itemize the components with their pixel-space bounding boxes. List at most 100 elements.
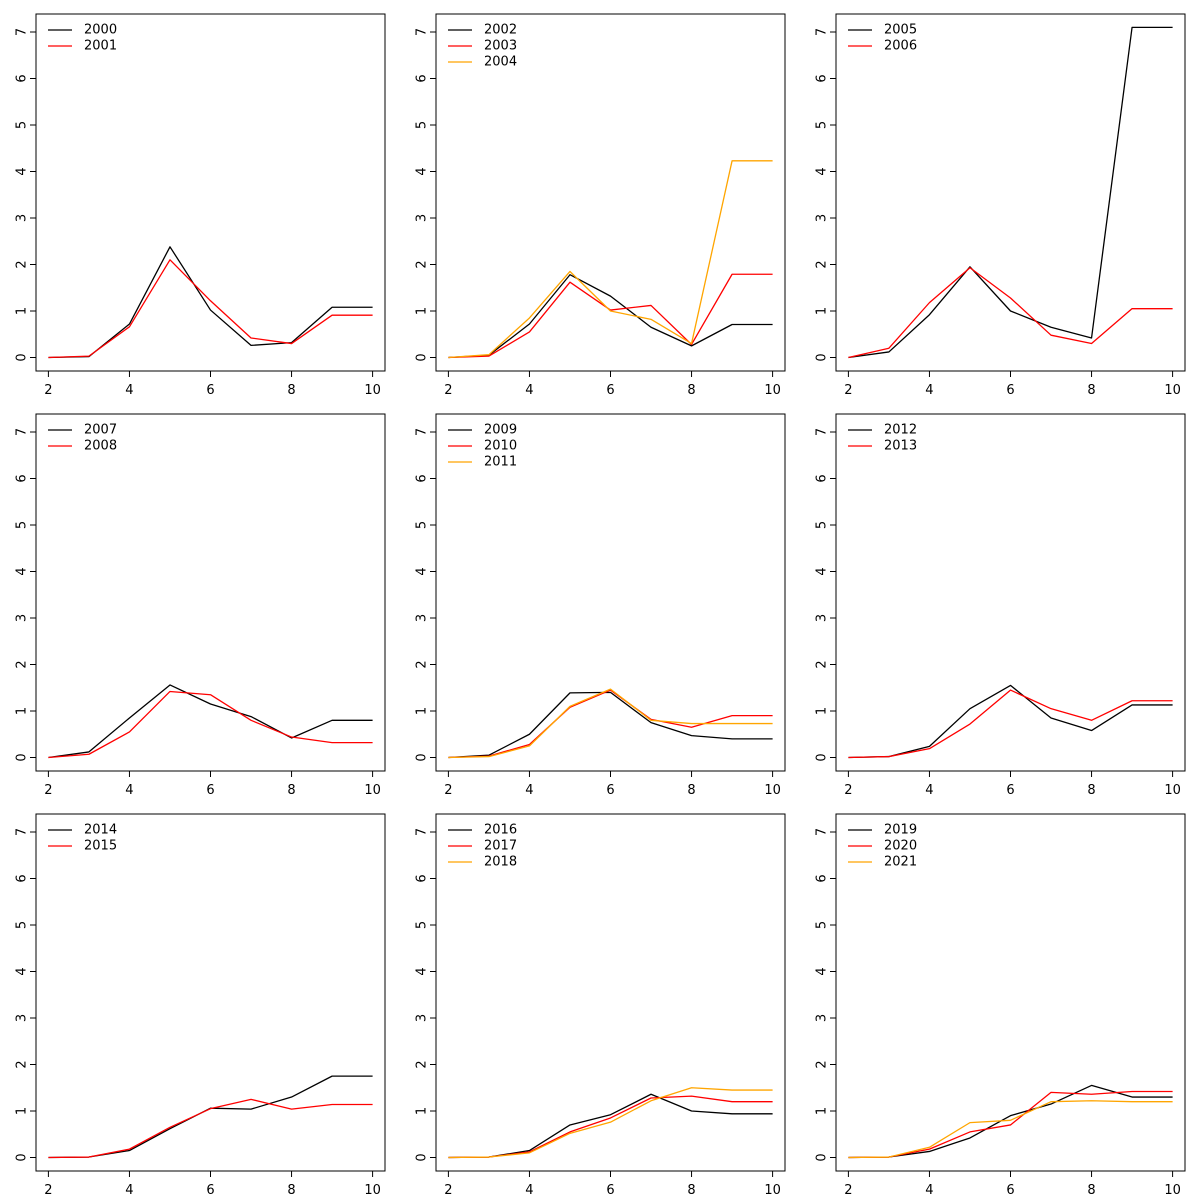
legend-label: 2008 [84,439,117,454]
y-tick-label: 6 [15,874,30,882]
y-tick-label: 4 [815,167,830,175]
y-tick-label: 3 [15,614,30,622]
y-tick-label: 5 [415,521,430,529]
x-tick-label: 4 [125,783,133,798]
x-tick-label: 2 [444,1183,452,1198]
x-tick-label: 4 [525,783,533,798]
x-tick-label: 10 [764,383,781,398]
y-tick-label: 1 [815,307,830,315]
x-tick-label: 10 [1164,1183,1181,1198]
legend-label: 2009 [484,423,517,438]
legend-label: 2005 [884,23,917,38]
series-line-2001 [48,259,373,359]
series-line-2012 [848,684,1173,759]
series-line-2006 [848,267,1173,359]
y-tick-label: 5 [415,921,430,929]
y-tick-label: 0 [15,353,30,361]
x-tick-label: 4 [125,383,133,398]
y-tick-label: 1 [415,307,430,315]
y-tick-label: 2 [15,260,30,268]
y-tick-label: 6 [815,474,830,482]
y-tick-label: 5 [15,921,30,929]
x-tick-label: 4 [125,1183,133,1198]
y-tick-label: 3 [815,214,830,222]
y-tick-label: 4 [815,967,830,975]
series-line-2019 [848,1084,1173,1159]
y-tick-label: 3 [415,614,430,622]
legend-label: 2001 [84,39,117,54]
y-tick-label: 5 [815,121,830,129]
x-tick-label: 10 [364,1183,381,1198]
x-tick-label: 4 [525,383,533,398]
y-tick-label: 4 [815,567,830,575]
y-tick-label: 1 [415,707,430,715]
y-tick-label: 7 [15,428,30,436]
x-tick-label: 8 [687,383,695,398]
y-tick-label: 0 [415,353,430,361]
y-tick-label: 2 [415,1060,430,1068]
y-tick-label: 6 [415,874,430,882]
y-tick-label: 7 [815,28,830,36]
x-tick-label: 10 [1164,783,1181,798]
y-tick-label: 4 [15,167,30,175]
series-line-2002 [448,274,773,359]
series-line-2017 [448,1095,773,1159]
series-line-2018 [448,1087,773,1159]
x-tick-label: 10 [1164,383,1181,398]
plot-frame [835,413,1186,772]
x-tick-label: 8 [287,383,295,398]
legend-label: 2018 [484,855,517,870]
y-tick-label: 2 [415,260,430,268]
series-line-2011 [448,688,773,759]
y-tick-label: 3 [415,214,430,222]
x-tick-label: 6 [206,783,214,798]
y-tick-label: 7 [815,828,830,836]
y-tick-label: 4 [415,167,430,175]
x-tick-label: 6 [1006,383,1014,398]
x-tick-label: 8 [1087,783,1095,798]
x-tick-label: 10 [764,783,781,798]
x-tick-label: 8 [1087,383,1095,398]
y-tick-label: 6 [415,474,430,482]
x-tick-label: 4 [925,1183,933,1198]
y-tick-label: 2 [815,1060,830,1068]
y-tick-label: 4 [15,967,30,975]
y-tick-label: 0 [415,753,430,761]
y-tick-label: 1 [15,307,30,315]
y-tick-label: 7 [815,428,830,436]
series-line-2015 [48,1098,373,1159]
x-tick-label: 2 [444,783,452,798]
series-line-2008 [48,690,373,759]
y-tick-label: 3 [815,1014,830,1022]
y-tick-label: 1 [15,707,30,715]
y-tick-label: 7 [15,828,30,836]
legend-label: 2020 [884,839,917,854]
x-tick-label: 10 [364,783,381,798]
y-tick-label: 5 [15,521,30,529]
x-tick-label: 2 [444,383,452,398]
y-tick-label: 6 [815,74,830,82]
series-line-2014 [48,1075,373,1159]
series-line-2003 [448,273,773,359]
y-tick-label: 0 [15,753,30,761]
y-tick-label: 7 [415,828,430,836]
x-tick-label: 2 [44,783,52,798]
x-tick-label: 6 [606,383,614,398]
y-tick-label: 5 [415,121,430,129]
legend-label: 2010 [484,439,517,454]
y-tick-label: 1 [815,707,830,715]
y-tick-label: 4 [415,967,430,975]
y-tick-label: 2 [15,660,30,668]
x-tick-label: 6 [206,383,214,398]
y-tick-label: 0 [15,1153,30,1161]
y-tick-label: 3 [815,614,830,622]
legend-label: 2015 [84,839,117,854]
series-line-2004 [448,160,773,359]
